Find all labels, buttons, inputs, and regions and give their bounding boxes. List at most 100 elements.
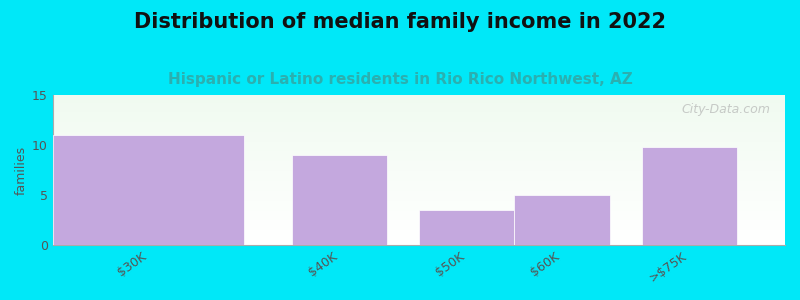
Bar — [53, 234, 785, 235]
Bar — [53, 110, 785, 111]
Bar — [53, 205, 785, 206]
Bar — [53, 159, 785, 160]
Bar — [53, 208, 785, 209]
Bar — [53, 111, 785, 112]
Bar — [53, 183, 785, 184]
Bar — [53, 153, 785, 154]
Bar — [53, 126, 785, 127]
Bar — [53, 221, 785, 222]
Bar — [53, 160, 785, 161]
Bar — [53, 145, 785, 146]
Bar — [53, 118, 785, 119]
Bar — [53, 184, 785, 185]
Bar — [53, 135, 244, 245]
Bar — [53, 171, 785, 172]
Bar — [53, 199, 785, 200]
Bar — [53, 115, 785, 116]
Bar — [53, 109, 785, 110]
Bar — [53, 169, 785, 170]
Bar — [53, 212, 785, 213]
Bar — [53, 163, 785, 164]
Bar — [53, 239, 785, 240]
Bar — [53, 123, 785, 124]
Y-axis label: families: families — [15, 146, 28, 195]
Bar — [53, 142, 785, 143]
Bar — [53, 227, 785, 228]
Bar — [53, 98, 785, 99]
Bar — [53, 156, 785, 157]
Bar — [53, 201, 785, 202]
Bar — [53, 164, 785, 165]
Bar — [53, 194, 785, 195]
Bar — [53, 105, 785, 106]
Bar — [53, 202, 785, 203]
Bar — [53, 117, 785, 118]
Bar — [53, 162, 785, 163]
Bar — [53, 241, 785, 242]
Bar — [53, 191, 785, 192]
Bar — [53, 228, 785, 229]
Bar — [53, 137, 785, 138]
Bar — [53, 158, 785, 159]
Bar — [53, 210, 785, 211]
Bar — [53, 133, 785, 134]
Bar — [53, 161, 785, 162]
Bar — [53, 185, 785, 186]
Bar — [53, 172, 785, 173]
Bar — [53, 112, 785, 113]
Bar — [53, 108, 785, 109]
Text: Hispanic or Latino residents in Rio Rico Northwest, AZ: Hispanic or Latino residents in Rio Rico… — [168, 72, 632, 87]
Bar — [53, 144, 785, 145]
Bar — [53, 148, 785, 149]
Text: City-Data.com: City-Data.com — [682, 103, 770, 116]
Bar — [53, 128, 785, 129]
Bar — [53, 215, 785, 216]
Bar — [53, 100, 785, 101]
Bar — [53, 107, 785, 108]
Bar — [53, 235, 785, 236]
Bar — [53, 95, 785, 96]
Bar — [53, 136, 785, 137]
Bar — [53, 186, 785, 187]
Bar — [53, 213, 785, 214]
Bar — [53, 226, 785, 227]
Bar — [53, 166, 785, 167]
Bar — [53, 217, 785, 218]
Bar — [53, 104, 785, 105]
Bar — [53, 165, 785, 166]
Bar — [53, 200, 785, 201]
Bar — [53, 134, 785, 135]
Bar — [53, 175, 785, 176]
Bar — [53, 233, 785, 234]
Bar — [53, 181, 785, 182]
Bar — [53, 240, 785, 241]
Bar — [292, 155, 387, 245]
Bar — [53, 113, 785, 114]
Bar — [53, 179, 785, 180]
Bar — [53, 244, 785, 245]
Bar — [53, 229, 785, 230]
Bar — [53, 141, 785, 142]
Bar — [53, 135, 785, 136]
Bar — [53, 106, 785, 107]
Bar — [53, 146, 785, 147]
Bar — [514, 195, 610, 245]
Bar — [53, 225, 785, 226]
Bar — [53, 132, 785, 133]
Bar — [53, 198, 785, 199]
Bar — [53, 222, 785, 223]
Bar — [53, 193, 785, 194]
Bar — [53, 223, 785, 224]
Bar — [53, 224, 785, 225]
Bar — [53, 173, 785, 174]
Bar — [53, 102, 785, 103]
Bar — [53, 151, 785, 152]
Bar — [53, 139, 785, 140]
Bar — [53, 231, 785, 232]
Bar — [53, 170, 785, 171]
Bar — [53, 211, 785, 212]
Bar — [53, 189, 785, 190]
Bar — [53, 101, 785, 102]
Bar — [53, 149, 785, 150]
Bar — [53, 214, 785, 215]
